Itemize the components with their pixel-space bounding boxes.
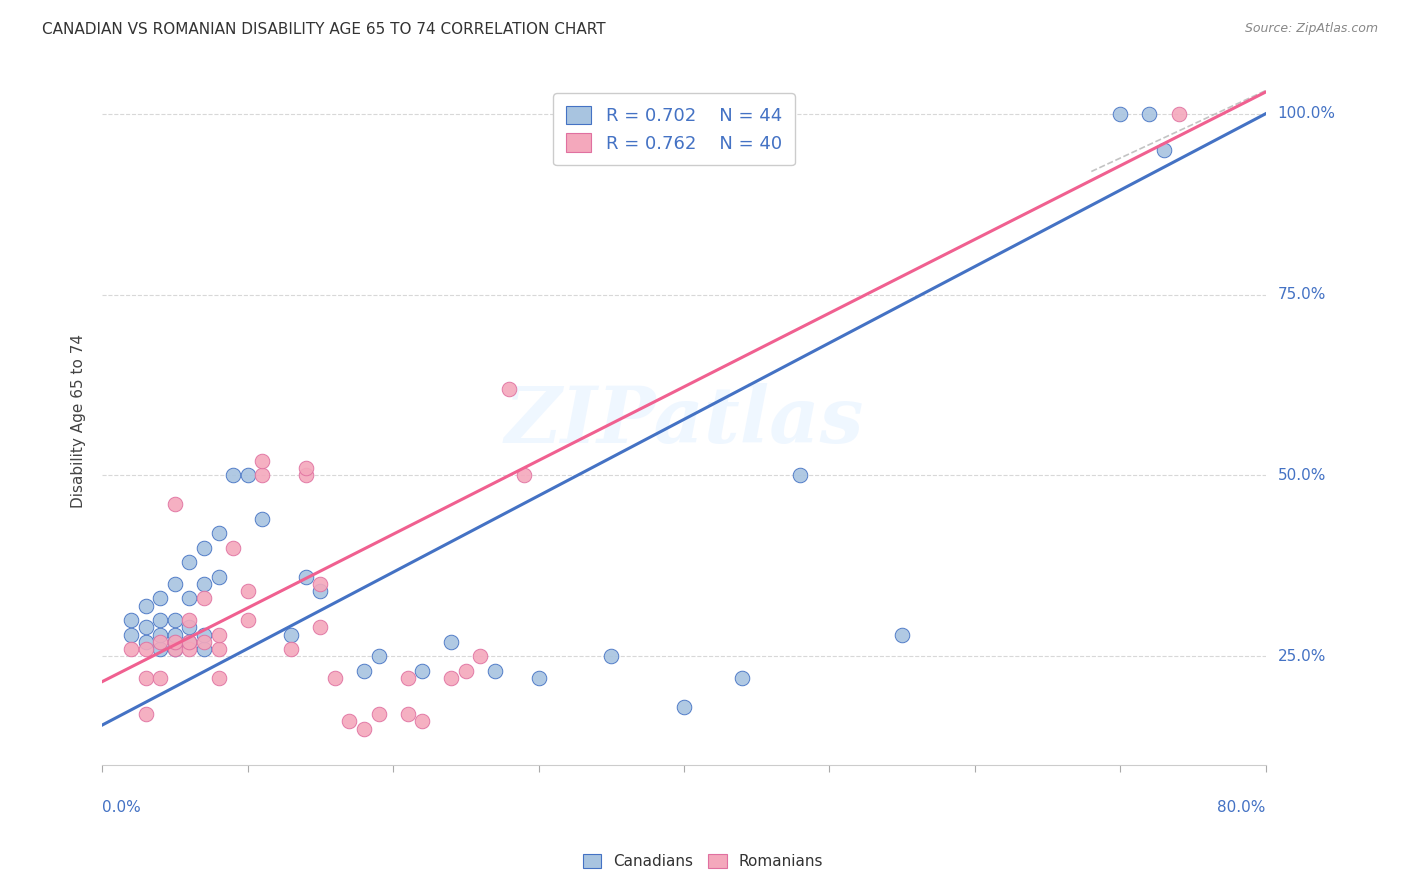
Text: 75.0%: 75.0%	[1278, 287, 1326, 302]
Point	[135, 599, 157, 613]
Text: 50.0%: 50.0%	[1278, 468, 1326, 483]
Point	[163, 635, 186, 649]
Point	[891, 627, 914, 641]
Point	[207, 642, 229, 657]
Point	[295, 468, 318, 483]
Point	[149, 591, 172, 606]
Point	[135, 642, 157, 657]
Point	[163, 635, 186, 649]
Point	[731, 671, 754, 685]
Point	[1109, 106, 1132, 120]
Point	[396, 707, 419, 722]
Legend: Canadians, Romanians: Canadians, Romanians	[576, 848, 830, 875]
Point	[236, 468, 259, 483]
Point	[222, 541, 245, 555]
Point	[193, 591, 215, 606]
Point	[163, 642, 186, 657]
Point	[207, 570, 229, 584]
Point	[367, 707, 389, 722]
Text: Source: ZipAtlas.com: Source: ZipAtlas.com	[1244, 22, 1378, 36]
Point	[120, 642, 142, 657]
Point	[396, 671, 419, 685]
Point	[207, 526, 229, 541]
Point	[470, 649, 492, 664]
Text: 25.0%: 25.0%	[1278, 648, 1326, 664]
Point	[193, 642, 215, 657]
Point	[250, 468, 273, 483]
Point	[163, 627, 186, 641]
Point	[179, 642, 201, 657]
Point	[120, 613, 142, 627]
Point	[135, 671, 157, 685]
Legend: R = 0.702    N = 44, R = 0.762    N = 40: R = 0.702 N = 44, R = 0.762 N = 40	[554, 94, 794, 165]
Text: 100.0%: 100.0%	[1278, 106, 1336, 121]
Point	[149, 635, 172, 649]
Point	[179, 635, 201, 649]
Point	[135, 707, 157, 722]
Point	[250, 512, 273, 526]
Point	[179, 555, 201, 569]
Point	[323, 671, 346, 685]
Point	[527, 671, 550, 685]
Point	[163, 642, 186, 657]
Point	[353, 664, 375, 678]
Point	[440, 635, 463, 649]
Point	[600, 649, 623, 664]
Point	[1139, 106, 1161, 120]
Point	[135, 620, 157, 634]
Point	[411, 714, 433, 729]
Point	[179, 613, 201, 627]
Point	[513, 468, 536, 483]
Point	[193, 541, 215, 555]
Point	[367, 649, 389, 664]
Point	[295, 461, 318, 475]
Text: ZIPatlas: ZIPatlas	[505, 383, 863, 459]
Point	[207, 627, 229, 641]
Point	[673, 700, 696, 714]
Point	[454, 664, 477, 678]
Point	[1153, 143, 1175, 157]
Point	[236, 584, 259, 599]
Point	[207, 671, 229, 685]
Text: CANADIAN VS ROMANIAN DISABILITY AGE 65 TO 74 CORRELATION CHART: CANADIAN VS ROMANIAN DISABILITY AGE 65 T…	[42, 22, 606, 37]
Point	[309, 577, 332, 591]
Point	[789, 468, 811, 483]
Point	[295, 570, 318, 584]
Point	[193, 627, 215, 641]
Point	[236, 613, 259, 627]
Point	[353, 722, 375, 736]
Point	[163, 577, 186, 591]
Point	[120, 627, 142, 641]
Point	[484, 664, 506, 678]
Point	[280, 642, 302, 657]
Point	[309, 584, 332, 599]
Point	[440, 671, 463, 685]
Point	[179, 620, 201, 634]
Point	[163, 497, 186, 511]
Point	[149, 627, 172, 641]
Point	[149, 671, 172, 685]
Point	[411, 664, 433, 678]
Y-axis label: Disability Age 65 to 74: Disability Age 65 to 74	[72, 334, 86, 508]
Point	[193, 577, 215, 591]
Text: 80.0%: 80.0%	[1218, 799, 1265, 814]
Point	[149, 613, 172, 627]
Point	[250, 454, 273, 468]
Point	[163, 613, 186, 627]
Point	[498, 382, 520, 396]
Point	[179, 635, 201, 649]
Point	[339, 714, 361, 729]
Point	[1167, 106, 1189, 120]
Point	[193, 635, 215, 649]
Point	[309, 620, 332, 634]
Point	[149, 642, 172, 657]
Point	[179, 591, 201, 606]
Point	[222, 468, 245, 483]
Point	[135, 635, 157, 649]
Text: 0.0%: 0.0%	[103, 799, 141, 814]
Point	[280, 627, 302, 641]
